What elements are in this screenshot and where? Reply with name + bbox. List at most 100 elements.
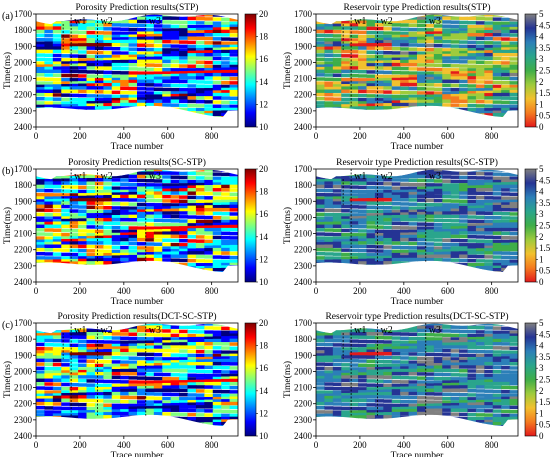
heatmap-cell: [433, 94, 443, 98]
heatmap-cell: [366, 407, 376, 411]
heatmap-cell: [120, 19, 130, 24]
heatmap-cell: [501, 47, 511, 51]
heatmap-cell: [120, 255, 130, 259]
heatmap-cell: [137, 23, 147, 28]
heatmap-cell: [145, 323, 155, 327]
heatmap-cell: [484, 41, 494, 45]
heatmap-cell: [501, 120, 510, 123]
heatmap-cell: [187, 111, 197, 115]
heatmap-cell: [229, 224, 238, 229]
heatmap-cell: [510, 276, 519, 279]
heatmap-cell: [170, 269, 180, 272]
heatmap-cell: [111, 189, 121, 194]
heatmap-cell: [170, 226, 180, 230]
heatmap-cell: [383, 186, 393, 190]
heatmap-cell: [195, 268, 205, 272]
heatmap-cell: [111, 332, 121, 336]
heatmap-cell: [417, 352, 427, 356]
heatmap-cell: [120, 415, 130, 419]
heatmap-cell: [450, 405, 460, 409]
heatmap-cell: [36, 362, 46, 366]
heatmap-cell: [153, 76, 163, 81]
heatmap-cell: [145, 186, 155, 190]
heatmap-cell: [221, 61, 231, 65]
heatmap-cell: [433, 269, 443, 272]
heatmap-cell: [408, 82, 418, 87]
heatmap-cell: [358, 372, 368, 376]
heatmap-cell: [162, 423, 172, 426]
heatmap-cell: [425, 246, 435, 250]
heatmap-cell: [94, 366, 104, 371]
heatmap-cell: [425, 218, 435, 222]
heatmap-cell: [400, 380, 410, 384]
heatmap-cell: [501, 216, 511, 220]
heatmap-cell: [170, 248, 180, 253]
heatmap-cell: [120, 419, 130, 424]
heatmap-cell: [358, 339, 368, 344]
chart-title: Porosity Prediction results(STP): [76, 2, 199, 13]
heatmap-cell: [52, 106, 62, 111]
heatmap-cell: [451, 123, 460, 126]
heatmap-cell: [400, 23, 410, 27]
heatmap-cell: [137, 67, 147, 71]
heatmap-cell: [230, 434, 239, 437]
heatmap-cell: [111, 197, 121, 202]
heatmap-cell: [501, 90, 511, 94]
heatmap-cell: [69, 233, 79, 237]
heatmap-cell: [187, 116, 197, 117]
heatmap-cell: [44, 375, 54, 380]
heatmap-cell: [341, 386, 351, 391]
heatmap-cell: [44, 81, 54, 85]
heatmap-cell: [425, 238, 435, 242]
heatmap-cell: [52, 248, 62, 252]
heatmap-cell: [425, 191, 435, 195]
heatmap-cell: [349, 352, 359, 356]
heatmap-cell: [467, 103, 477, 108]
heatmap-cell: [78, 74, 88, 78]
heatmap-cell: [86, 235, 96, 240]
heatmap-cell: [78, 213, 88, 217]
heatmap-cell: [509, 356, 518, 360]
heatmap-cell: [341, 244, 351, 248]
heatmap-cell: [111, 323, 121, 328]
heatmap-cell: [221, 184, 231, 189]
heatmap-cell: [341, 343, 351, 347]
heatmap-cell: [86, 367, 96, 371]
heatmap-cell: [162, 362, 172, 367]
heatmap-cell: [450, 377, 460, 381]
heatmap-cell: [195, 88, 205, 92]
heatmap-cell: [111, 34, 121, 39]
heatmap-cell: [349, 372, 359, 377]
heatmap-cell: [324, 212, 334, 217]
heatmap-cell: [332, 212, 342, 217]
heatmap-cell: [383, 360, 393, 364]
heatmap-cell: [391, 386, 401, 391]
heatmap-cell: [451, 278, 460, 281]
heatmap-cell: [137, 189, 147, 193]
heatmap-cell: [179, 397, 189, 401]
heatmap-cell: [179, 211, 189, 215]
heatmap-cell: [509, 405, 518, 410]
heatmap-cell: [128, 23, 138, 28]
heatmap-cell: [187, 24, 197, 29]
heatmap-cell: [349, 73, 359, 78]
heatmap-cell: [467, 56, 477, 60]
heatmap-cell: [69, 347, 79, 351]
heatmap-cell: [212, 61, 222, 65]
heatmap-cell: [153, 231, 163, 236]
heatmap-cell: [366, 218, 376, 222]
heatmap-cell: [78, 268, 88, 272]
heatmap-cell: [94, 238, 104, 242]
heatmap-cell: [69, 78, 79, 82]
heatmap-cell: [52, 421, 62, 426]
heatmap-cell: [383, 407, 393, 411]
heatmap-cell: [349, 23, 359, 27]
y-tick-label: 2300: [294, 261, 313, 271]
heatmap-cell: [434, 117, 443, 120]
heatmap-cell: [137, 102, 147, 107]
heatmap-cell: [459, 36, 469, 40]
heatmap-cell: [374, 83, 384, 87]
heatmap-cell: [44, 373, 54, 377]
heatmap-cell: [467, 268, 477, 272]
heatmap-cell: [204, 356, 214, 361]
